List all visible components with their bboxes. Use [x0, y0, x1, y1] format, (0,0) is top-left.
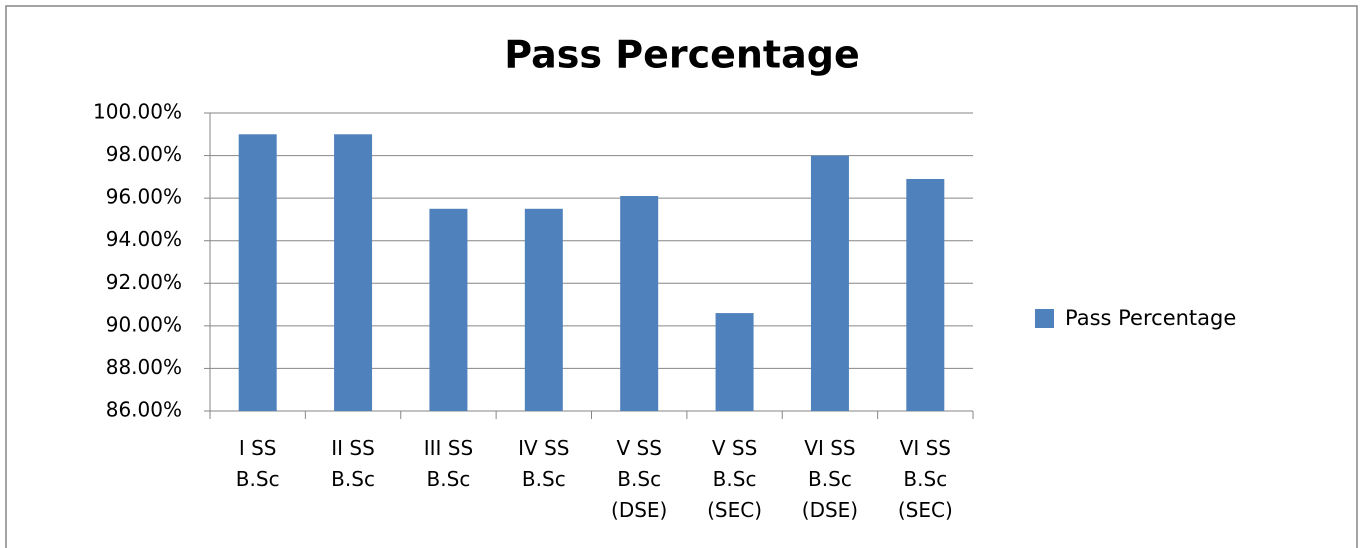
bar — [620, 196, 659, 411]
bar — [906, 178, 945, 411]
chart-border — [5, 5, 1358, 548]
y-tick-label: 90.00% — [106, 312, 182, 336]
x-tick-label: VI SS B.Sc (DSE) — [802, 436, 858, 522]
x-tick-label: V SS B.Sc (DSE) — [611, 436, 667, 522]
x-tick-label: V SS B.Sc (SEC) — [707, 436, 762, 522]
bar — [334, 134, 373, 412]
x-tick-label: III SS B.Sc — [424, 436, 473, 491]
y-tick-label: 88.00% — [106, 355, 182, 379]
bar — [715, 313, 754, 411]
legend-swatch — [1035, 309, 1054, 328]
bar — [429, 208, 468, 411]
chart-title: Pass Percentage — [504, 33, 859, 77]
y-tick-label: 96.00% — [106, 185, 182, 209]
y-tick-label: 94.00% — [106, 227, 182, 251]
y-tick-label: 98.00% — [106, 142, 182, 166]
bar — [810, 155, 849, 411]
bar — [524, 208, 563, 411]
x-tick-label: VI SS B.Sc (SEC) — [898, 436, 953, 522]
bar — [238, 134, 277, 412]
y-tick-label: 86.00% — [106, 398, 182, 422]
y-tick-label: 100.00% — [93, 100, 182, 124]
x-tick-label: IV SS B.Sc — [518, 436, 569, 491]
legend-label: Pass Percentage — [1065, 306, 1236, 330]
x-tick-label: II SS B.Sc — [331, 436, 375, 491]
y-tick-label: 92.00% — [106, 270, 182, 294]
x-tick-label: I SS B.Sc — [236, 436, 280, 491]
